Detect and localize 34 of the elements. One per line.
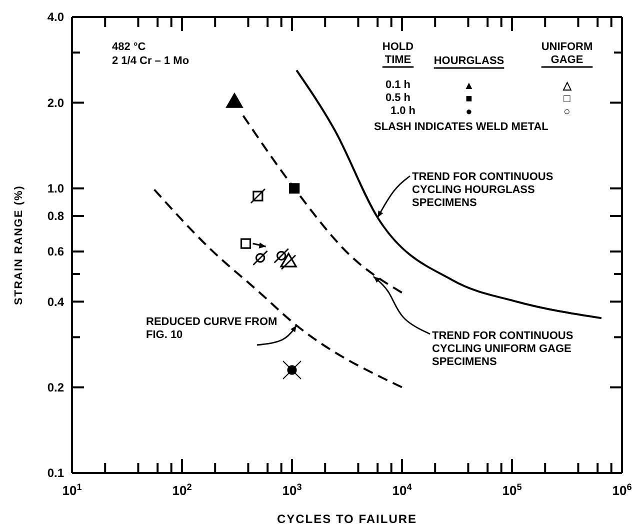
annotation: UNIFORM GAGE (541, 41, 593, 66)
y-axis-title: STRAIN RANGE (%) (13, 185, 25, 305)
x-tick-label: 10$^{1}$ (62, 482, 82, 498)
annotation: 0.5 h (385, 92, 411, 104)
y-tick-label: 0.2 (47, 380, 64, 395)
x-axis-title: CYCLES TO FAILURE (276, 512, 418, 526)
x-tick-label: 10$^{2}$ (172, 482, 192, 498)
y-tick-label: 2.0 (47, 96, 64, 110)
x-tick-label: 10$^{6}$ (612, 482, 632, 498)
annotation: TREND FOR CONTINUOUS CYCLING UNIFORM GAGE SPECIMENS (432, 330, 574, 368)
annotation: SLASH INDICATES WELD METAL (374, 121, 549, 133)
y-tick-label: 0.4 (47, 294, 64, 309)
annotation: REDUCED CURVE FROM FIG. 10 (146, 316, 278, 341)
annotation: ▲ (464, 80, 474, 92)
y-tick-label: 1.0 (47, 182, 64, 196)
annotation: HOLD TIME (382, 41, 414, 66)
y-tick-label: 0.1 (47, 466, 64, 480)
y-tick-label: 4.0 (47, 10, 64, 24)
annotation: ■ (466, 93, 472, 105)
annotation: ○ (564, 106, 570, 118)
x-tick-label: 10$^{3}$ (282, 482, 302, 498)
annotation: 2 1/4 Cr – 1 Mo (112, 55, 190, 67)
annotation: 1.0 h (390, 105, 416, 117)
annotation: 482 °C (112, 41, 146, 53)
x-tick-label: 10$^{4}$ (392, 482, 413, 498)
annotation: △ (562, 80, 572, 92)
annotation: HOURGLASS (434, 55, 504, 67)
y-tick-label: 0.6 (47, 244, 64, 259)
annotation: TREND FOR CONTINUOUS CYCLING HOURGLASS SPECIMENS (412, 171, 554, 209)
y-tick-label: 0.8 (47, 209, 64, 224)
x-tick-label: 10$^{5}$ (502, 482, 522, 498)
annotation: ● (466, 106, 472, 118)
annotation: □ (564, 93, 571, 105)
annotation: 0.1 h (385, 79, 411, 91)
